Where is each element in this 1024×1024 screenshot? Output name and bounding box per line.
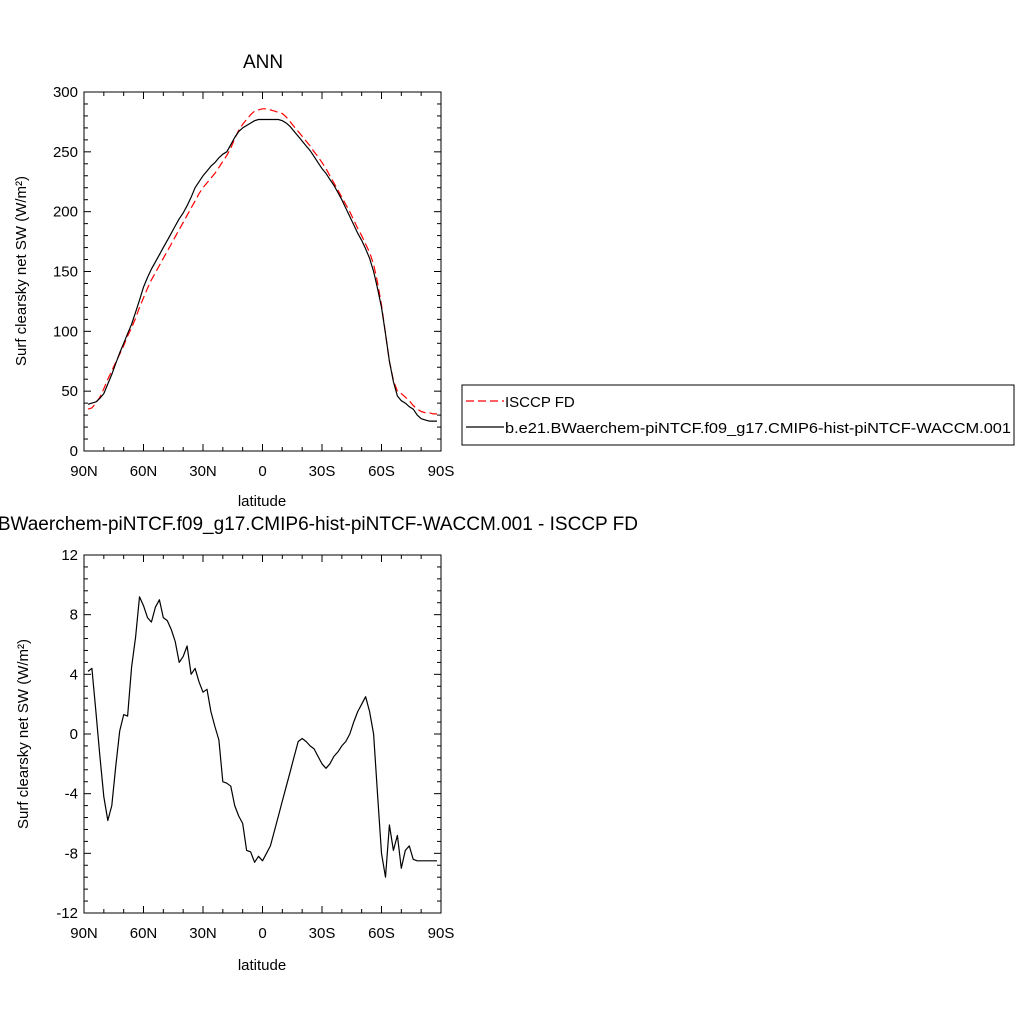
bottom-ytick-label: -8 [65, 845, 78, 862]
chart-bottom: b.e21.BWaerchem-piNTCF.f09_g17.CMIP6-his… [0, 514, 638, 974]
legend-label-isccp: ISCCP FD [505, 394, 575, 411]
top-ytick-label: 250 [53, 144, 78, 161]
chart-top-ylabel: Surf clearsky net SW (W/m²) [13, 176, 30, 366]
chart-top-yticks: 0 50 100 150 200 250 300 [53, 84, 441, 460]
top-xtick-label: 30S [309, 463, 336, 480]
chart-bottom-xticks: 90N 60N 30N 0 30S 60S 90S [70, 555, 454, 942]
chart-bottom-series [87, 596, 437, 878]
bottom-xtick-label: 90S [428, 925, 455, 942]
bottom-xtick-label: 30S [309, 925, 336, 942]
chart-bottom-xlabel: latitude [238, 957, 286, 974]
bottom-xtick-label: 60S [368, 925, 395, 942]
bottom-xtick-label: 0 [258, 925, 266, 942]
top-xtick-label: 60N [130, 463, 158, 480]
bottom-xtick-label: 30N [189, 925, 217, 942]
chart-bottom-frame [83, 554, 442, 914]
chart-bottom-ylabel: Surf clearsky net SW (W/m²) [15, 639, 32, 829]
legend-label-model: b.e21.BWaerchem-piNTCF.f09_g17.CMIP6-his… [505, 420, 1011, 437]
top-xtick-label: 90N [70, 463, 98, 480]
bottom-xtick-label: 60N [130, 925, 158, 942]
chart-top-xlabel: latitude [238, 493, 286, 510]
bottom-ytick-label: 4 [70, 666, 78, 683]
top-ytick-label: 150 [53, 264, 78, 281]
chart-top-title: ANN [243, 52, 283, 73]
top-series-line-1 [87, 118, 437, 422]
top-ytick-label: 100 [53, 323, 78, 340]
bottom-xtick-label: 90N [70, 925, 98, 942]
legend-box [461, 384, 1015, 446]
bottom-ytick-label: -4 [65, 786, 78, 803]
bottom-ytick-label: -12 [56, 905, 78, 922]
bottom-ytick-label: 8 [70, 607, 78, 624]
chart-bottom-title: b.e21.BWaerchem-piNTCF.f09_g17.CMIP6-his… [0, 514, 638, 535]
top-series-line-0 [87, 108, 437, 415]
bottom-ytick-label: 0 [70, 726, 78, 743]
bottom-ytick-label: 12 [61, 547, 78, 564]
top-ytick-label: 200 [53, 204, 78, 221]
top-ytick-label: 0 [70, 443, 78, 460]
top-xtick-label: 90S [428, 463, 455, 480]
top-xtick-label: 60S [368, 463, 395, 480]
top-ytick-label: 300 [53, 84, 78, 101]
bottom-series-line-0 [87, 596, 437, 878]
top-ytick-label: 50 [61, 383, 78, 400]
chart-top-series [87, 108, 437, 422]
top-xtick-label: 0 [258, 463, 266, 480]
chart-top-xticks: 90N 60N 30N 0 30S 60S 90S [70, 92, 454, 480]
legend: ISCCP FD b.e21.BWaerchem-piNTCF.f09_g17.… [461, 384, 1015, 446]
chart-top-frame [83, 91, 442, 452]
top-xtick-label: 30N [189, 463, 217, 480]
chart-bottom-yticks: -12 -8 -4 0 4 8 12 [56, 547, 441, 922]
